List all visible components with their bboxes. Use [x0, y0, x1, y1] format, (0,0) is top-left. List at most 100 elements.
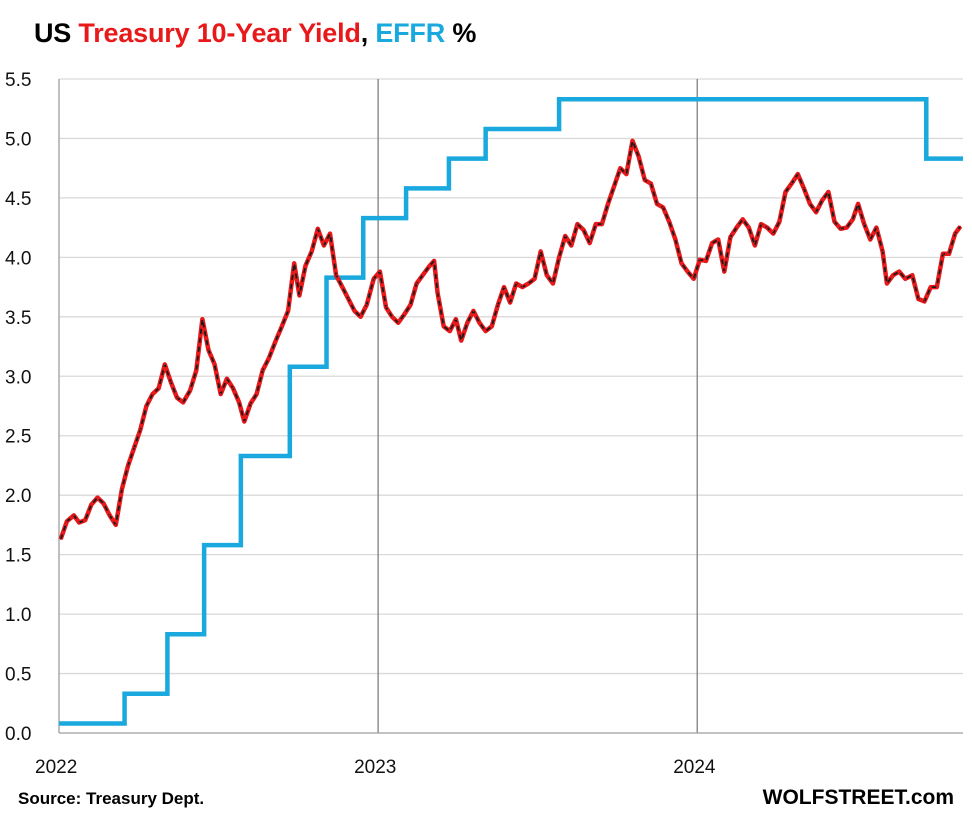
treasury-point	[948, 252, 950, 255]
treasury-point	[839, 228, 842, 230]
treasury-point	[310, 250, 313, 253]
treasury-point	[151, 393, 154, 395]
treasury-point	[409, 304, 412, 306]
treasury-point	[84, 519, 87, 521]
treasury-point	[935, 286, 938, 288]
treasury-yield-line	[58, 138, 963, 540]
treasury-point	[145, 405, 148, 407]
y-tick-label: 5.5	[5, 70, 31, 91]
treasury-point	[397, 321, 400, 324]
treasury-point	[249, 402, 252, 405]
y-tick-label: 2.0	[5, 486, 31, 507]
effr-step-line	[59, 96, 963, 726]
treasury-point	[472, 310, 475, 312]
treasury-point	[359, 316, 362, 318]
treasury-point	[911, 274, 914, 277]
treasury-point	[96, 496, 99, 499]
treasury-point	[803, 187, 805, 190]
y-tick-label-layer: 0.0 0.5 1.0 1.5 2.0 2.5 3.0 3.5 4.0 4.5 5.0 5.5	[5, 70, 31, 745]
treasury-point	[904, 277, 907, 280]
y-tick-label: 4.0	[5, 248, 31, 269]
treasury-point	[304, 264, 307, 267]
treasury-point	[226, 377, 228, 380]
treasury-point	[601, 223, 603, 225]
x-tick-label: 2024	[673, 757, 716, 778]
treasury-point	[607, 203, 609, 205]
treasury-point	[59, 538, 62, 540]
treasury-point	[625, 173, 628, 175]
treasury-point	[778, 220, 781, 223]
treasury-point	[275, 339, 277, 342]
treasury-point	[760, 223, 762, 225]
treasury-point	[680, 262, 683, 265]
treasury-point	[497, 304, 499, 306]
treasury-point	[558, 256, 560, 259]
treasury-point	[959, 225, 962, 228]
treasury-point	[699, 258, 701, 261]
treasury-point	[195, 369, 198, 372]
treasury-point	[503, 286, 505, 288]
treasury-point	[686, 270, 689, 273]
treasury-point	[127, 464, 129, 467]
treasury-point	[189, 389, 191, 392]
treasury-point	[232, 387, 234, 389]
treasury-point	[650, 182, 652, 185]
treasury-point	[385, 306, 387, 309]
treasury-point	[298, 294, 301, 297]
treasury-point	[784, 191, 787, 193]
y-tick-label: 4.5	[5, 189, 31, 210]
treasury-point	[515, 282, 518, 285]
treasury-point	[917, 298, 920, 300]
axis-layer	[58, 79, 963, 734]
treasury-point	[637, 155, 640, 158]
treasury-point	[329, 232, 331, 235]
treasury-point	[875, 226, 878, 229]
treasury-point	[163, 363, 166, 366]
y-tick-label: 1.5	[5, 546, 31, 567]
treasury-point	[238, 401, 240, 404]
treasury-point	[656, 203, 658, 205]
y-tick-label: 0.0	[5, 724, 31, 745]
treasury-point	[643, 179, 646, 181]
treasury-point	[478, 321, 481, 324]
treasury-yield-dash-overlay	[59, 139, 962, 540]
treasury-point	[668, 220, 671, 223]
treasury-point	[790, 182, 793, 185]
x-tick-label: 2022	[35, 757, 77, 778]
treasury-point	[674, 238, 677, 241]
treasury-point	[484, 330, 487, 332]
treasury-point	[341, 286, 344, 288]
treasury-point	[170, 381, 172, 384]
treasury-point	[881, 250, 884, 253]
treasury-point	[176, 396, 178, 399]
treasury-point	[942, 252, 944, 255]
treasury-point	[415, 282, 418, 285]
treasury-point	[692, 277, 695, 280]
treasury-point	[207, 349, 210, 351]
treasury-point	[157, 387, 160, 389]
title-part-treasury: Treasury 10-Year Yield	[78, 18, 361, 48]
treasury-point	[261, 369, 264, 372]
treasury-point	[102, 502, 105, 505]
series-layer	[58, 96, 963, 726]
treasury-point	[391, 316, 393, 318]
treasury-point	[754, 244, 756, 247]
treasury-point	[886, 282, 888, 285]
treasury-point	[552, 282, 554, 285]
treasury-point	[527, 282, 530, 285]
treasury-point	[335, 274, 337, 277]
treasury-point	[372, 277, 375, 280]
treasury-point	[108, 514, 111, 517]
treasury-point	[619, 167, 622, 169]
treasury-point	[772, 232, 775, 235]
treasury-point	[576, 223, 579, 225]
treasury-point	[869, 238, 872, 241]
treasury-point	[316, 228, 319, 230]
treasury-point	[509, 301, 511, 304]
treasury-point	[365, 304, 368, 306]
treasury-point	[379, 270, 381, 273]
y-tick-label: 0.5	[5, 665, 31, 686]
treasury-point	[442, 325, 445, 328]
treasury-point	[490, 325, 493, 328]
treasury-point	[827, 191, 830, 193]
